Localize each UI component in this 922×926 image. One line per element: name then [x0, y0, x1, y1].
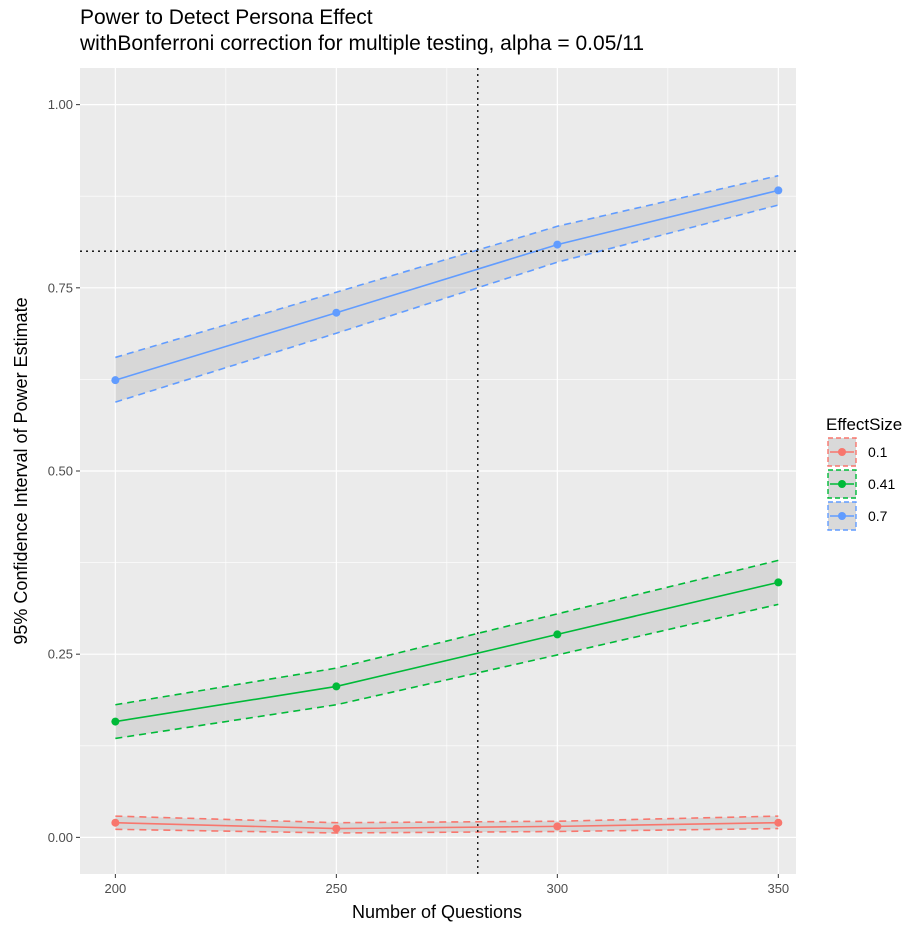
lower-bound-line-0.1 [115, 827, 779, 834]
series-lines [111, 174, 783, 834]
data-point-0.1 [774, 818, 783, 827]
lower-bound-line-0.7 [115, 204, 779, 403]
data-point-0.7 [774, 186, 783, 195]
confidence-ribbon-0.41 [115, 560, 779, 739]
legend-title: EffectSize [826, 415, 902, 434]
legend-item-0.41[interactable]: 0.41 [827, 469, 895, 499]
legend-item-0.7[interactable]: 0.7 [827, 501, 888, 531]
confidence-ribbon-0.7 [115, 175, 779, 403]
series-line-0.1 [115, 821, 779, 830]
y-axis-title: 95% Confidence Interval of Power Estimat… [11, 297, 31, 644]
legend[interactable]: EffectSize 0.1 0.41 0.7 [826, 415, 902, 531]
legend-key-point [838, 480, 846, 488]
legend-item-0.1[interactable]: 0.1 [827, 437, 888, 467]
upper-bound-line-0.41 [115, 559, 779, 706]
legend-label: 0.7 [868, 508, 888, 524]
legend-key-point [838, 448, 846, 456]
legend-label: 0.41 [868, 476, 895, 492]
y-tick-label: 0.25 [48, 647, 73, 662]
legend-key-point [838, 512, 846, 520]
series-line-0.7 [115, 189, 779, 381]
chart-title: Power to Detect Persona Effect [80, 6, 373, 29]
data-point-0.7 [111, 376, 120, 385]
data-point-0.1 [553, 822, 562, 831]
lower-bound-line-0.41 [115, 603, 779, 740]
data-point-0.7 [332, 308, 341, 317]
data-point-0.41 [332, 682, 341, 691]
x-tick-label: 250 [325, 881, 347, 896]
y-tick-label: 0.75 [48, 280, 73, 295]
y-tick-label: 1.00 [48, 97, 73, 112]
x-tick-label: 300 [546, 881, 568, 896]
plot-panel [80, 68, 796, 874]
data-point-0.41 [553, 630, 562, 639]
x-axis-title: Number of Questions [352, 902, 522, 922]
data-point-0.41 [774, 578, 783, 587]
axes: 200 250 300 350 0.00 0.25 0.50 0.75 1.00 [48, 97, 789, 896]
upper-bound-line-0.1 [115, 815, 779, 824]
data-point-0.1 [111, 818, 120, 827]
chart-subtitle: withBonferroni correction for multiple t… [80, 32, 645, 55]
x-tick-label: 200 [105, 881, 127, 896]
reference-lines [80, 68, 796, 874]
data-point-0.41 [111, 717, 120, 726]
legend-label: 0.1 [868, 444, 888, 460]
x-tick-label: 350 [767, 881, 789, 896]
y-tick-label: 0.00 [48, 830, 73, 845]
data-point-0.1 [332, 824, 341, 833]
series-line-0.41 [115, 581, 779, 723]
data-point-0.7 [553, 240, 562, 249]
y-tick-label: 0.50 [48, 464, 73, 479]
